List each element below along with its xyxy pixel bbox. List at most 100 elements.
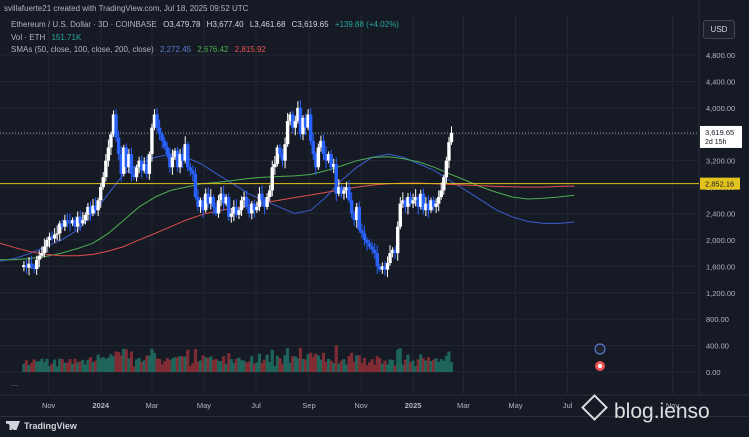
candle-body [34, 259, 39, 269]
volume-bar [329, 360, 333, 372]
candle-body [398, 203, 402, 227]
y-tick-label: 4,000.00 [706, 104, 735, 113]
volume-bar [132, 366, 136, 372]
candle-body [58, 223, 62, 234]
sma-legend[interactable]: SMAs (50, close, 100, close, 200, close)… [11, 45, 270, 54]
candle-body [262, 200, 267, 207]
sma-line-100 [0, 156, 575, 261]
symbol-name[interactable]: Ethereum / U.S. Dollar · 3D · COINBASE [11, 20, 157, 29]
more-dots[interactable]: ... [11, 378, 19, 388]
volume-bar [360, 363, 364, 372]
candle-body [101, 177, 105, 188]
volume-bar [291, 356, 295, 372]
candle-body [390, 249, 395, 254]
volume-bar [352, 362, 356, 372]
candle-body [219, 193, 223, 201]
bottom-bar [0, 416, 749, 437]
volume-bar [104, 358, 108, 372]
volume-bar [196, 361, 200, 372]
candle-body [214, 206, 218, 214]
candle-body [434, 203, 438, 207]
volume-bar [50, 363, 54, 372]
volume-bar [209, 356, 213, 372]
candle-body [47, 236, 52, 240]
candle-body [27, 263, 31, 268]
candle-body [365, 239, 369, 244]
volume-bar [91, 362, 95, 372]
volume-bar [319, 359, 323, 372]
candle-body [221, 193, 226, 204]
candle-body [96, 200, 100, 211]
volume-bar [429, 361, 433, 372]
volume-bar [224, 363, 228, 372]
candle-body [106, 147, 111, 161]
y-tick-label: 800.00 [706, 315, 729, 324]
volume-bar [334, 345, 338, 372]
candle-body [73, 220, 77, 227]
candle-body [45, 239, 49, 247]
currency-button[interactable]: USD [703, 20, 735, 39]
y-tick-label: 4,800.00 [706, 51, 735, 60]
candle-body [178, 154, 182, 168]
candle-body [75, 216, 80, 227]
candle-body [388, 253, 392, 264]
binance-watermark: blog.ienso [581, 394, 710, 424]
volume-bar [237, 357, 241, 372]
volume-bar [337, 363, 341, 372]
volume-bar [211, 360, 215, 372]
x-tick-label: Jul [251, 401, 261, 410]
volume-bar [124, 349, 128, 372]
candle-body [260, 193, 264, 201]
candle-body [403, 200, 408, 207]
volume-bar [385, 364, 390, 372]
candle-body [55, 233, 59, 235]
candle-body [334, 163, 338, 194]
candle-body [355, 206, 359, 221]
tradingview-logo[interactable]: TradingView [6, 421, 77, 431]
sma-label: SMAs (50, close, 100, close, 200, close) [11, 45, 154, 54]
ohlc-change: +139.88 (+4.02%) [334, 20, 399, 29]
volume-bar [117, 351, 121, 372]
volume-bar [188, 366, 192, 372]
volume-bar [311, 356, 315, 372]
volume-bar [122, 348, 126, 372]
volume-bar [265, 354, 269, 372]
volume-bar [58, 358, 62, 372]
candle-body [267, 190, 272, 197]
volume-bar [47, 366, 52, 372]
volume-bar [158, 358, 162, 372]
ohlc-high: H3,677.40 [206, 20, 244, 29]
candle-body [111, 114, 116, 135]
brand-text: TradingView [24, 421, 77, 431]
candle-body [244, 196, 249, 207]
candle-body [301, 117, 305, 135]
volume-bar [391, 359, 395, 372]
volume-legend[interactable]: Vol · ETH 151.71K [11, 33, 85, 42]
volume-bar [444, 355, 448, 372]
volume-bar [65, 362, 70, 372]
countdown-text: 2d 15h [705, 139, 727, 146]
sma100-value: 2,676.42 [197, 45, 229, 54]
volume-bar [260, 362, 264, 372]
candle-body [329, 154, 333, 168]
candle-body [316, 147, 321, 168]
candle-body [37, 255, 41, 260]
candle-body [416, 196, 420, 207]
candle-body [180, 154, 185, 161]
volume-bar [434, 358, 438, 372]
candle-body [93, 205, 98, 211]
candle-body [42, 246, 47, 254]
candle-body [296, 107, 300, 122]
volume-bar [101, 357, 105, 372]
candle-body [308, 114, 313, 141]
candle-body [24, 265, 29, 268]
volume-bar [137, 358, 141, 372]
volume-value: 151.71K [51, 33, 82, 42]
candle-body [413, 196, 418, 201]
volume-bar [35, 361, 39, 372]
volume-bar [250, 356, 254, 372]
candle-body [436, 196, 441, 204]
volume-bar [163, 361, 167, 372]
volume-bar [416, 359, 420, 372]
